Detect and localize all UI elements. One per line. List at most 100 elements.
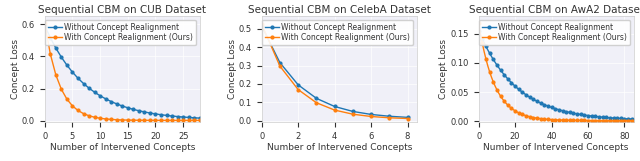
With Concept Realignment (Ours): [141, 119, 148, 121]
Legend: Without Concept Realignment, With Concept Realignment (Ours): Without Concept Realignment, With Concep…: [479, 20, 630, 45]
With Concept Realignment (Ours): [593, 120, 601, 122]
X-axis label: Number of Intervened Concepts: Number of Intervened Concepts: [483, 143, 629, 152]
Without Concept Realignment: [163, 114, 170, 116]
Title: Sequential CBM on AwA2 Dataset: Sequential CBM on AwA2 Dataset: [468, 5, 640, 15]
With Concept Realignment (Ours): [331, 109, 339, 111]
With Concept Realignment (Ours): [118, 119, 126, 121]
Without Concept Realignment: [331, 105, 339, 107]
Without Concept Realignment: [492, 61, 499, 63]
With Concept Realignment (Ours): [606, 120, 614, 122]
Y-axis label: Concept Loss: Concept Loss: [440, 39, 449, 99]
Without Concept Realignment: [152, 113, 159, 115]
With Concept Realignment (Ours): [168, 119, 176, 121]
Without Concept Realignment: [113, 103, 120, 105]
With Concept Realignment (Ours): [294, 89, 302, 91]
Without Concept Realignment: [479, 38, 486, 40]
With Concept Realignment (Ours): [482, 58, 490, 60]
With Concept Realignment (Ours): [258, 23, 266, 25]
Without Concept Realignment: [157, 114, 165, 116]
Without Concept Realignment: [135, 110, 143, 112]
Without Concept Realignment: [146, 112, 154, 114]
Line: Without Concept Realignment: Without Concept Realignment: [477, 29, 635, 120]
Without Concept Realignment: [52, 47, 60, 49]
Without Concept Realignment: [593, 116, 601, 118]
X-axis label: Number of Intervened Concepts: Number of Intervened Concepts: [266, 143, 412, 152]
Y-axis label: Concept Loss: Concept Loss: [228, 39, 237, 99]
With Concept Realignment (Ours): [47, 53, 54, 55]
Without Concept Realignment: [179, 116, 187, 118]
Without Concept Realignment: [196, 117, 204, 119]
With Concept Realignment (Ours): [190, 119, 198, 121]
With Concept Realignment (Ours): [492, 85, 499, 87]
Without Concept Realignment: [174, 116, 182, 118]
Title: Sequential CBM on CelebA Dataset: Sequential CBM on CelebA Dataset: [248, 5, 431, 15]
Line: Without Concept Realignment: Without Concept Realignment: [260, 25, 409, 119]
Without Concept Realignment: [606, 117, 614, 119]
Without Concept Realignment: [258, 25, 266, 27]
Without Concept Realignment: [41, 25, 49, 27]
With Concept Realignment (Ours): [124, 119, 132, 121]
Without Concept Realignment: [550, 107, 557, 109]
Without Concept Realignment: [312, 97, 320, 99]
Line: With Concept Realignment (Ours): With Concept Realignment (Ours): [260, 23, 409, 120]
Without Concept Realignment: [630, 118, 637, 120]
Without Concept Realignment: [124, 107, 132, 109]
With Concept Realignment (Ours): [196, 119, 204, 121]
With Concept Realignment (Ours): [630, 120, 637, 122]
Without Concept Realignment: [85, 87, 93, 89]
Without Concept Realignment: [118, 105, 126, 107]
With Concept Realignment (Ours): [80, 113, 88, 115]
With Concept Realignment (Ours): [91, 116, 99, 118]
With Concept Realignment (Ours): [102, 118, 109, 120]
With Concept Realignment (Ours): [185, 119, 193, 121]
Without Concept Realignment: [276, 62, 284, 64]
Y-axis label: Concept Loss: Concept Loss: [11, 39, 20, 99]
Without Concept Realignment: [102, 98, 109, 100]
With Concept Realignment (Ours): [174, 119, 182, 121]
Without Concept Realignment: [404, 116, 412, 118]
With Concept Realignment (Ours): [479, 42, 486, 44]
Line: With Concept Realignment (Ours): With Concept Realignment (Ours): [477, 22, 635, 122]
Without Concept Realignment: [385, 115, 393, 117]
Without Concept Realignment: [80, 83, 88, 85]
With Concept Realignment (Ours): [63, 98, 71, 100]
Without Concept Realignment: [129, 108, 137, 110]
With Concept Realignment (Ours): [68, 105, 76, 107]
With Concept Realignment (Ours): [312, 102, 320, 104]
With Concept Realignment (Ours): [404, 118, 412, 119]
Without Concept Realignment: [367, 114, 375, 115]
Without Concept Realignment: [475, 30, 483, 32]
With Concept Realignment (Ours): [367, 116, 375, 118]
With Concept Realignment (Ours): [157, 119, 165, 121]
Without Concept Realignment: [58, 56, 65, 58]
Without Concept Realignment: [63, 64, 71, 66]
Without Concept Realignment: [482, 45, 490, 47]
With Concept Realignment (Ours): [58, 88, 65, 90]
With Concept Realignment (Ours): [113, 119, 120, 121]
With Concept Realignment (Ours): [385, 117, 393, 119]
With Concept Realignment (Ours): [152, 119, 159, 121]
With Concept Realignment (Ours): [550, 119, 557, 121]
Without Concept Realignment: [74, 77, 82, 79]
Without Concept Realignment: [141, 111, 148, 113]
With Concept Realignment (Ours): [475, 22, 483, 24]
With Concept Realignment (Ours): [135, 119, 143, 121]
Title: Sequential CBM on CUB Dataset: Sequential CBM on CUB Dataset: [38, 5, 206, 15]
With Concept Realignment (Ours): [108, 118, 115, 120]
Without Concept Realignment: [294, 84, 302, 86]
With Concept Realignment (Ours): [41, 22, 49, 24]
Legend: Without Concept Realignment, With Concept Realignment (Ours): Without Concept Realignment, With Concep…: [262, 20, 413, 45]
With Concept Realignment (Ours): [85, 115, 93, 117]
Without Concept Realignment: [185, 116, 193, 118]
Without Concept Realignment: [96, 95, 104, 97]
Without Concept Realignment: [108, 101, 115, 103]
With Concept Realignment (Ours): [129, 119, 137, 121]
With Concept Realignment (Ours): [146, 119, 154, 121]
With Concept Realignment (Ours): [96, 117, 104, 119]
With Concept Realignment (Ours): [179, 119, 187, 121]
Without Concept Realignment: [190, 117, 198, 119]
Without Concept Realignment: [47, 37, 54, 39]
Without Concept Realignment: [68, 71, 76, 73]
With Concept Realignment (Ours): [276, 65, 284, 67]
X-axis label: Number of Intervened Concepts: Number of Intervened Concepts: [49, 143, 195, 152]
